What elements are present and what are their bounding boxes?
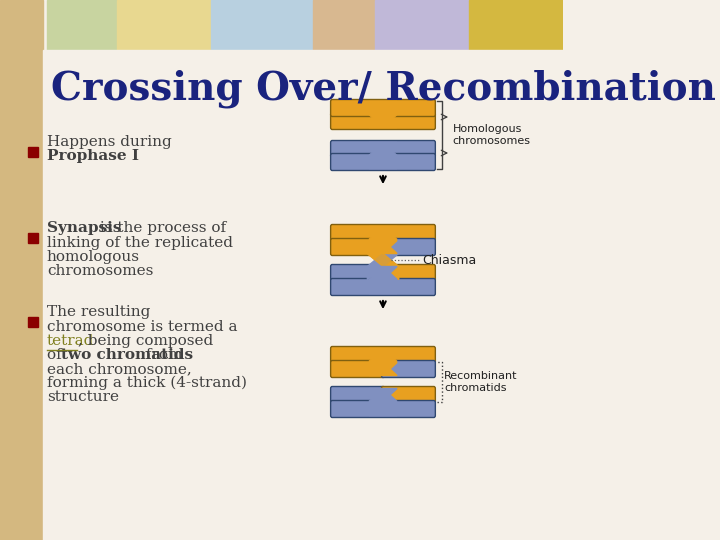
FancyBboxPatch shape (385, 239, 436, 255)
Bar (312, 0, 375, 50)
Text: is the process of: is the process of (95, 221, 227, 235)
Text: linking of the replicated: linking of the replicated (47, 236, 233, 250)
Text: structure: structure (47, 390, 119, 404)
Text: Happens during: Happens during (47, 135, 171, 149)
Polygon shape (369, 388, 397, 402)
Bar (469, 0, 563, 50)
Polygon shape (367, 240, 399, 280)
Text: The resulting: The resulting (47, 305, 150, 319)
Text: Prophase I: Prophase I (47, 149, 139, 163)
FancyBboxPatch shape (330, 239, 381, 255)
Bar (211, 0, 312, 50)
FancyBboxPatch shape (330, 265, 381, 281)
FancyBboxPatch shape (382, 361, 436, 377)
FancyBboxPatch shape (330, 401, 436, 417)
Text: from: from (140, 348, 182, 362)
FancyBboxPatch shape (330, 347, 436, 363)
Text: Crossing Over/ Recombination: Crossing Over/ Recombination (51, 70, 716, 109)
FancyBboxPatch shape (330, 140, 436, 158)
FancyBboxPatch shape (330, 153, 436, 171)
FancyBboxPatch shape (330, 112, 436, 130)
Text: homologous: homologous (47, 250, 140, 264)
FancyBboxPatch shape (330, 99, 436, 117)
Polygon shape (369, 402, 397, 415)
Text: Homologous
chromosomes: Homologous chromosomes (453, 124, 531, 146)
Polygon shape (369, 143, 397, 156)
Text: chromosomes: chromosomes (47, 264, 153, 278)
Polygon shape (369, 114, 397, 127)
Polygon shape (369, 280, 397, 294)
Polygon shape (369, 348, 397, 361)
Text: Synapsis: Synapsis (47, 221, 122, 235)
FancyBboxPatch shape (330, 279, 436, 295)
Text: , being composed: , being composed (78, 334, 213, 348)
Polygon shape (369, 267, 397, 280)
Polygon shape (369, 240, 397, 253)
Text: each chromosome,: each chromosome, (47, 362, 192, 376)
Bar (375, 0, 469, 50)
Polygon shape (369, 156, 397, 168)
Text: of: of (47, 348, 66, 362)
Polygon shape (369, 102, 397, 114)
Text: tetrad: tetrad (47, 334, 94, 348)
Bar (47, 0, 117, 50)
FancyBboxPatch shape (385, 265, 436, 281)
Bar (0, 0, 43, 540)
Text: forming a thick (4-strand): forming a thick (4-strand) (47, 376, 247, 390)
Text: chromosome is termed a: chromosome is termed a (47, 320, 238, 334)
Bar (117, 0, 211, 50)
Polygon shape (367, 240, 399, 280)
Text: Chiasma: Chiasma (422, 253, 477, 267)
Text: Recombinant
chromatids: Recombinant chromatids (444, 371, 518, 393)
FancyBboxPatch shape (382, 387, 436, 403)
FancyBboxPatch shape (330, 225, 436, 241)
Polygon shape (367, 240, 399, 280)
FancyBboxPatch shape (330, 361, 384, 377)
Polygon shape (369, 362, 397, 375)
Polygon shape (369, 226, 397, 240)
FancyBboxPatch shape (330, 387, 384, 403)
Text: two chromatids: two chromatids (61, 348, 193, 362)
